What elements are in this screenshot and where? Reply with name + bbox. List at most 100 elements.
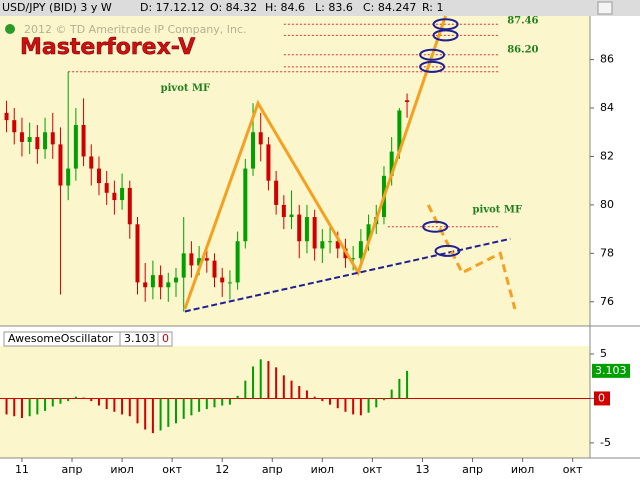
candle-body — [50, 132, 55, 145]
candle-body — [66, 168, 71, 186]
oscillator-panel — [0, 346, 590, 458]
candle-body — [120, 187, 125, 201]
candle-body — [96, 168, 101, 184]
info-icon[interactable] — [5, 24, 15, 34]
open: O: 84.32 — [210, 1, 257, 14]
x-tick-label: апр — [62, 463, 83, 476]
x-tick-label: окт — [363, 463, 383, 476]
candle-body — [405, 100, 410, 103]
candle-body — [35, 137, 40, 150]
candle-body — [158, 275, 163, 288]
candle-body — [389, 151, 394, 176]
candle-body — [81, 124, 86, 157]
watermark-title: Masterforex-V — [20, 35, 195, 60]
y-tick-label: 86 — [600, 53, 614, 66]
candle-body — [127, 187, 132, 225]
candle-body — [220, 277, 225, 283]
date: D: 17.12.12 — [140, 1, 205, 14]
candle-body — [173, 277, 178, 283]
candle-body — [166, 282, 171, 288]
candle-body — [320, 241, 325, 249]
copyright: 2012 © TD Ameritrade IP Company, Inc. — [24, 23, 247, 36]
candle-body — [135, 224, 140, 283]
candle-body — [4, 112, 9, 121]
y-tick-label: -5 — [600, 436, 611, 449]
candle-body — [235, 241, 240, 283]
level-circle — [434, 244, 461, 257]
x-tick-label: июл — [511, 463, 534, 476]
x-tick-label: окт — [563, 463, 583, 476]
candle-body — [266, 144, 271, 181]
annotation: 86.20 — [507, 44, 538, 55]
last-value: 3.103 — [595, 364, 627, 377]
candle-body — [304, 217, 309, 242]
candle-body — [227, 282, 232, 284]
candle-body — [27, 137, 32, 142]
candle-body — [351, 258, 356, 260]
candle-body — [243, 168, 248, 242]
candle-body — [181, 253, 186, 278]
candle-body — [19, 132, 24, 142]
forecast-line — [426, 204, 517, 310]
x-tick-label: 12 — [215, 463, 229, 476]
price-panel — [0, 16, 590, 326]
candle-body — [366, 224, 371, 242]
symbol: USD/JPY (BID) 3 у W — [2, 1, 112, 14]
y-tick-label: 82 — [600, 149, 614, 162]
candle-body — [312, 217, 317, 249]
y-tick-label: 80 — [600, 198, 614, 211]
candle-body — [258, 132, 263, 145]
low: L: 83.6 — [315, 1, 353, 14]
x-tick-label: 13 — [415, 463, 429, 476]
level-circle — [422, 220, 449, 233]
candle-body — [274, 180, 279, 205]
candle-body — [397, 110, 402, 152]
level-circle — [432, 29, 459, 42]
level-circle — [419, 48, 446, 61]
range: R: 1 — [422, 1, 444, 14]
candle-body — [204, 258, 209, 261]
x-tick-label: июл — [110, 463, 133, 476]
x-tick-label: апр — [462, 463, 483, 476]
candle-body — [281, 204, 286, 218]
candle-body — [58, 144, 63, 186]
high: H: 84.6 — [265, 1, 305, 14]
indicator-value: 3.103 — [124, 332, 156, 345]
candle-body — [150, 275, 155, 288]
x-tick-label: 11 — [15, 463, 29, 476]
candle-body — [328, 241, 333, 243]
candle-body — [89, 156, 94, 169]
indicator-param: 0 — [162, 332, 169, 345]
x-tick-label: апр — [262, 463, 283, 476]
candle-body — [43, 132, 48, 150]
settings-icon[interactable] — [597, 1, 613, 15]
y-tick-label: 5 — [600, 347, 607, 360]
candle-body — [189, 253, 194, 266]
annotation: 87.46 — [507, 15, 538, 26]
indicator-param-box — [157, 331, 173, 347]
y-tick-label: 84 — [600, 101, 614, 114]
header-bar — [0, 0, 640, 16]
level-circle — [432, 18, 459, 31]
indicator-name: AwesomeOscillator — [8, 332, 113, 345]
candle-body — [358, 241, 363, 259]
level-circle — [419, 60, 446, 73]
candle-body — [197, 258, 202, 266]
annotation: pivot MF — [473, 204, 523, 215]
candle-body — [143, 282, 148, 288]
x-tick-label: окт — [162, 463, 182, 476]
y-tick-label: 76 — [600, 295, 614, 308]
candle-body — [12, 120, 17, 133]
annotation: pivot MF — [161, 83, 211, 94]
candle-body — [297, 214, 302, 242]
y-tick-label: 78 — [600, 246, 614, 259]
y-tick-label: 0 — [598, 391, 605, 404]
zero-box — [594, 391, 610, 406]
last-value-box — [592, 363, 630, 378]
candle-body — [289, 214, 294, 218]
x-tick-label: июл — [311, 463, 334, 476]
candle-body — [104, 183, 109, 193]
trend-line — [184, 237, 511, 313]
